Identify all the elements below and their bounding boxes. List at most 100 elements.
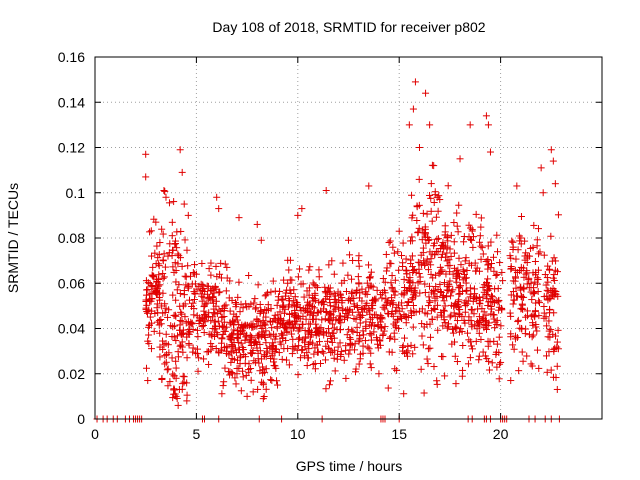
data-point <box>443 324 451 332</box>
data-point <box>143 291 151 299</box>
data-point <box>315 273 323 281</box>
data-point <box>207 271 215 279</box>
data-point <box>530 221 538 229</box>
data-point <box>430 239 438 247</box>
data-point <box>197 316 205 324</box>
data-point <box>446 313 454 321</box>
data-point <box>355 332 363 340</box>
data-point <box>449 286 457 294</box>
data-point <box>210 309 218 317</box>
data-point <box>310 304 318 312</box>
data-point <box>221 304 229 312</box>
data-point <box>365 182 373 190</box>
data-point <box>185 339 193 347</box>
data-point <box>236 308 244 316</box>
data-point <box>303 362 311 370</box>
data-point <box>311 291 319 299</box>
data-point <box>402 255 410 263</box>
data-point <box>428 161 436 169</box>
data-point <box>172 337 180 345</box>
data-point <box>431 305 439 313</box>
data-point <box>145 331 153 339</box>
data-point <box>349 328 357 336</box>
data-point <box>168 333 176 341</box>
x-tick-label: 15 <box>391 426 407 442</box>
data-point <box>482 112 490 120</box>
data-point <box>178 262 186 270</box>
data-point <box>494 284 502 292</box>
data-point <box>186 272 194 280</box>
data-point <box>305 320 313 328</box>
data-point <box>154 285 162 293</box>
data-point <box>253 220 261 228</box>
data-point <box>492 348 500 356</box>
data-point <box>198 323 206 331</box>
data-point <box>272 345 280 353</box>
data-point <box>459 266 467 274</box>
data-point <box>147 227 155 235</box>
data-point <box>166 240 174 248</box>
data-point <box>423 255 431 263</box>
x-axis-ticks: 0 5 10 15 20 <box>91 57 509 442</box>
data-point <box>356 319 364 327</box>
data-point <box>434 326 442 334</box>
data-point <box>385 310 393 318</box>
data-point <box>443 234 451 242</box>
data-point <box>273 301 281 309</box>
data-point <box>169 263 177 271</box>
data-point <box>186 321 194 329</box>
data-point <box>294 273 302 281</box>
data-point <box>294 371 302 379</box>
data-point <box>271 287 279 295</box>
data-point <box>490 267 498 275</box>
data-point <box>509 300 517 308</box>
data-point <box>550 347 558 355</box>
data-point <box>237 324 245 332</box>
data-point <box>209 324 217 332</box>
data-point <box>444 287 452 295</box>
data-point <box>529 243 537 251</box>
data-point <box>289 335 297 343</box>
data-point <box>528 333 536 341</box>
data-point <box>436 263 444 271</box>
data-point <box>497 358 505 366</box>
data-point <box>177 308 185 316</box>
data-point <box>336 339 344 347</box>
data-point <box>551 332 559 340</box>
data-point <box>248 350 256 358</box>
data-point <box>433 377 441 385</box>
data-point <box>259 318 267 326</box>
data-point <box>239 367 247 375</box>
data-point <box>358 297 366 305</box>
data-point <box>395 227 403 235</box>
data-point <box>274 316 282 324</box>
data-point <box>383 301 391 309</box>
data-point <box>409 350 417 358</box>
data-point <box>176 326 184 334</box>
data-point <box>172 312 180 320</box>
data-point <box>353 323 361 331</box>
data-point <box>221 260 229 268</box>
data-point <box>363 279 371 287</box>
data-point <box>335 316 343 324</box>
data-point <box>415 270 423 278</box>
data-point <box>542 352 550 360</box>
data-point <box>322 342 330 350</box>
data-point <box>362 288 370 296</box>
data-point <box>217 274 225 282</box>
data-point <box>444 237 452 245</box>
data-point <box>207 317 215 325</box>
data-point <box>408 214 416 222</box>
data-point <box>390 329 398 337</box>
data-point <box>531 312 539 320</box>
data-point <box>269 277 277 285</box>
data-point <box>459 366 467 374</box>
data-point <box>169 291 177 299</box>
data-point <box>174 401 182 409</box>
data-point <box>466 354 474 362</box>
data-point <box>154 260 162 268</box>
data-point <box>427 270 435 278</box>
data-point <box>417 365 425 373</box>
data-point <box>243 392 251 400</box>
data-point <box>367 268 375 276</box>
